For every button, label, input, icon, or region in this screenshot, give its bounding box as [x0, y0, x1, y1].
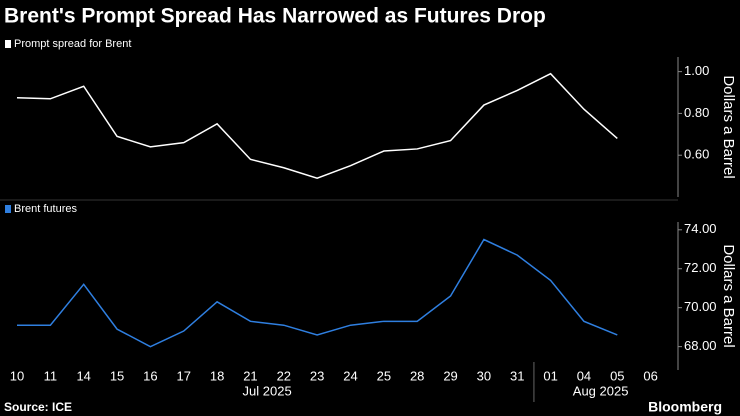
y-tick-label: 68.00 — [684, 338, 717, 353]
x-tick-label: 10 — [10, 368, 24, 383]
x-tick-label: 05 — [610, 368, 624, 383]
x-tick-label: 04 — [577, 368, 591, 383]
y-tick-label: 0.80 — [684, 105, 709, 120]
logo: Bloomberg — [648, 399, 722, 415]
x-tick-label: 24 — [343, 368, 357, 383]
x-tick-label: 23 — [310, 368, 324, 383]
source: Source: ICE — [4, 400, 72, 414]
x-tick-label: 21 — [243, 368, 257, 383]
y-tick-label: 1.00 — [684, 63, 709, 78]
month-label: Jul 2025 — [243, 383, 292, 398]
line — [17, 238, 618, 348]
x-tick-label: 17 — [177, 368, 191, 383]
y-tick-label: 72.00 — [684, 260, 717, 275]
y-tick-label: 74.00 — [684, 221, 717, 236]
month-label: Aug 2025 — [573, 383, 629, 398]
legend-label: Prompt spread for Brent — [14, 38, 131, 50]
legend-swatch — [5, 205, 11, 213]
chart-title: Brent's Prompt Spread Has Narrowed as Fu… — [4, 5, 546, 28]
x-tick-label: 16 — [143, 368, 157, 383]
x-tick-label: 30 — [477, 368, 491, 383]
y-tick-label: 0.60 — [684, 147, 709, 162]
x-tick-label: 14 — [76, 368, 90, 383]
x-tick-label: 28 — [410, 368, 424, 383]
legend-label: Brent futures — [14, 203, 77, 215]
x-tick-label: 15 — [110, 368, 124, 383]
x-tick-label: 31 — [510, 368, 524, 383]
line — [16, 72, 618, 179]
x-tick-label: 22 — [277, 368, 291, 383]
y-tick-label: 70.00 — [684, 299, 717, 314]
x-tick-label: 29 — [443, 368, 457, 383]
y-axis-label: Dollars a Barrel — [720, 75, 737, 178]
x-tick-label: 11 — [44, 368, 58, 383]
x-tick-label: 06 — [643, 368, 657, 383]
x-tick-label: 01 — [543, 368, 557, 383]
y-axis-label: Dollars a Barrel — [720, 244, 737, 347]
legend-swatch — [5, 40, 11, 48]
x-tick-label: 18 — [210, 368, 224, 383]
x-tick-label: 25 — [377, 368, 391, 383]
